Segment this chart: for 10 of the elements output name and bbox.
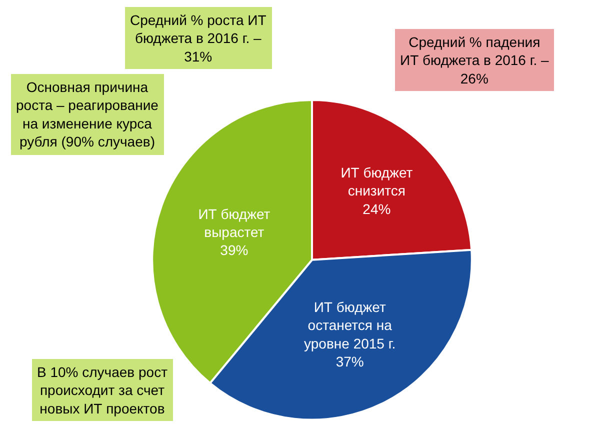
slice-label: ИТ бюджет останется на уровне 2015 г.	[304, 298, 396, 352]
data-label: 24%	[362, 200, 391, 217]
text: Основная причина роста – реагирование на изменение курса рубля (90% случаев)	[16, 79, 159, 150]
text: В 10% случаев рост происходит за счет новых ИТ проектов	[37, 364, 168, 416]
data-label: 37%	[336, 353, 364, 370]
text: Средний % роста ИТ бюджета в 2016 г. – 31%	[130, 12, 267, 64]
slice-label: ИТ бюджет снизится	[340, 164, 414, 199]
data-label: 39%	[220, 242, 248, 258]
text: Средний % падения ИТ бюджета в 2016 г. – 26%	[400, 34, 550, 86]
slice-label: ИТ бюджет вырастет	[198, 206, 271, 240]
